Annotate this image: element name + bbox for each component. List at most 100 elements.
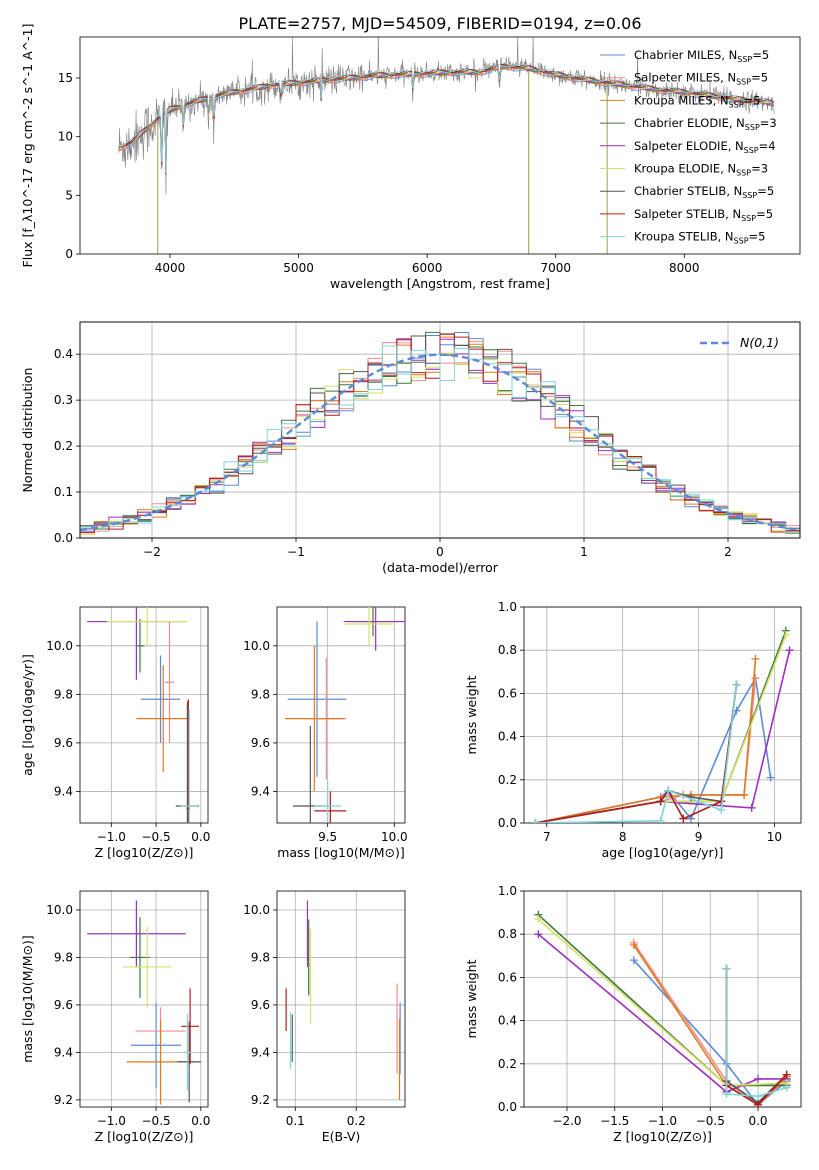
series-layer [118,37,775,254]
legend: Chabrier MILES, NSSP=5 Salpeter MILES, NS… [600,48,777,246]
y-tick-label: 10.0 [46,639,73,653]
y-axis-label: mass weight [464,675,479,754]
x-tick-label: −1.0 [97,830,126,844]
x-tick-label: −1.0 [97,1114,126,1128]
y-tick-label: 9.2 [251,1093,270,1107]
axes-frame [523,890,802,1108]
weight-marker-kroupa_elodie [781,631,790,640]
y-tick-label: 1.0 [498,884,517,898]
figure-title: PLATE=2757, MJD=54509, FIBERID=0194, z=0… [238,14,641,33]
y-axis-label: Flux [f_λ10^-17 erg cm^-2 s^-1 A^-1] [20,24,35,268]
legend-count: =3 [751,162,768,176]
y-tick-label: 10.0 [46,903,73,917]
x-tick-label: 5000 [283,261,314,275]
legend-subscript: SSP [745,123,760,132]
y-tick-label: 0.0 [498,1100,517,1114]
x-axis-label: (data-model)/error [382,560,499,575]
legend-label: Kroupa MILES, NSSP=5 [634,93,760,109]
legend-subscript: SSP [744,146,759,155]
x-tick-label: 0.0 [191,1114,210,1128]
y-tick-label: 0 [65,247,73,261]
gaussian-curve [80,353,800,532]
series-layer [534,910,791,1107]
panel-spectrum: 4000 5000 6000 7000 8000 0 5 10 15 wavelength [An… [20,24,801,291]
x-tick-label: 8 [619,830,627,844]
legend-label: Kroupa STELIB, NSSP=5 [634,230,765,246]
weight-marker-salpeter_miles [751,674,760,683]
x-tick-label: −1.0 [648,1114,677,1128]
weight-line-chabrier_stelib [725,968,788,1104]
y-tick-label: 9.8 [54,950,73,964]
weight-marker-kroupa_miles [751,654,760,663]
spectrum-model-kroupa_stelib [118,63,774,174]
panel-weight_vs_z: −2.0 −1.5 −1.0 −0.5 0.0 0.0 0.2 0.4 0.6 0.8 1.0 Z [… [464,884,802,1144]
legend-subscript: SSP [742,191,757,200]
weight-marker-salpeter_elodie [534,930,543,939]
x-axis-label: Z [log10(Z/Z⊙)] [613,1129,712,1144]
x-tick-label: 10.0 [381,830,408,844]
legend-label: N(0,1) [740,335,779,350]
y-axis-label: mass [log10(M/M⊙)] [20,935,35,1063]
y-tick-label: 0.3 [54,393,73,407]
weight-marker-salpeter_elodie [754,1074,763,1083]
y-tick-label: 9.6 [54,736,73,750]
x-tick-label: 2 [724,545,732,559]
y-tick-label: 0.4 [498,730,517,744]
legend-label: Chabrier ELODIE, NSSP=3 [634,116,777,132]
y-tick-label: 9.4 [251,784,270,798]
x-tick-label: 8000 [669,261,700,275]
series-layer [87,607,200,823]
weight-line-kroupa_stelib [725,968,787,1098]
y-tick-label: 9.6 [54,998,73,1012]
axes-frame [79,606,209,824]
series-layer [80,331,800,536]
weight-marker-kroupa_miles [629,941,638,949]
y-tick-label: 9.6 [251,998,270,1012]
x-tick-label: −0.5 [142,1114,171,1128]
y-tick-label: 9.4 [54,1045,73,1059]
legend-subscript: SSP [736,169,751,178]
legend-subscript: SSP [741,214,756,223]
x-tick-label: 6000 [412,261,443,275]
legend-label: Salpeter MILES, NSSP=5 [634,71,768,87]
histogram-kroupa_stelib [80,345,800,533]
y-axis-label: mass weight [464,959,479,1038]
weight-marker-salpeter_stelib [754,1100,763,1107]
y-tick-label: 9.4 [251,1045,270,1059]
legend-label: Salpeter ELODIE, NSSP=4 [634,139,776,155]
axes-frame [79,890,209,1108]
y-tick-label: 0.4 [54,347,73,361]
x-tick-label: −1 [287,545,305,559]
y-tick-label: 9.4 [54,784,73,798]
legend-subscript: SSP [729,100,744,109]
axes-frame [276,606,406,824]
weight-line-salpeter_stelib [535,684,738,823]
x-tick-label: 0.0 [748,1114,767,1128]
legend-subscript: SSP [737,55,752,64]
y-tick-label: 0.8 [498,643,517,657]
legend-count: =5 [757,184,774,198]
y-axis-label: age [log10(age/yr)] [20,654,35,776]
legend-count: =5 [751,71,768,85]
legend-label: Kroupa ELODIE, NSSP=3 [634,162,768,178]
x-tick-label: −2.0 [552,1114,581,1128]
weight-marker-kroupa_stelib [754,1092,763,1101]
legend-label: Salpeter STELIB, NSSP=5 [634,207,773,223]
y-tick-label: 10 [58,130,73,144]
axes-frame [79,321,801,539]
weight-marker-kroupa_stelib [722,964,731,973]
y-tick-label: 0.0 [498,816,517,830]
legend-count: =5 [756,207,773,221]
x-axis-label: mass [log10(M/M⊙)] [277,845,405,860]
y-tick-label: 0.8 [498,927,517,941]
y-tick-label: 10.0 [243,639,270,653]
panel-mass_vs_z: −1.0 −0.5 0.0 9.2 9.4 9.6 9.8 10.0 Z [log10(Z/Z⊙… [20,890,210,1144]
series-layer [87,900,201,1105]
weight-marker-chabrier_miles [629,956,638,965]
legend-count: =5 [752,48,769,62]
x-tick-label: 9 [695,830,703,844]
legend-label: Chabrier STELIB, NSSP=5 [634,184,774,200]
weight-marker-kroupa_stelib [664,786,673,795]
weight-marker-kroupa_stelib [656,816,665,823]
legend-count: =3 [760,116,777,130]
